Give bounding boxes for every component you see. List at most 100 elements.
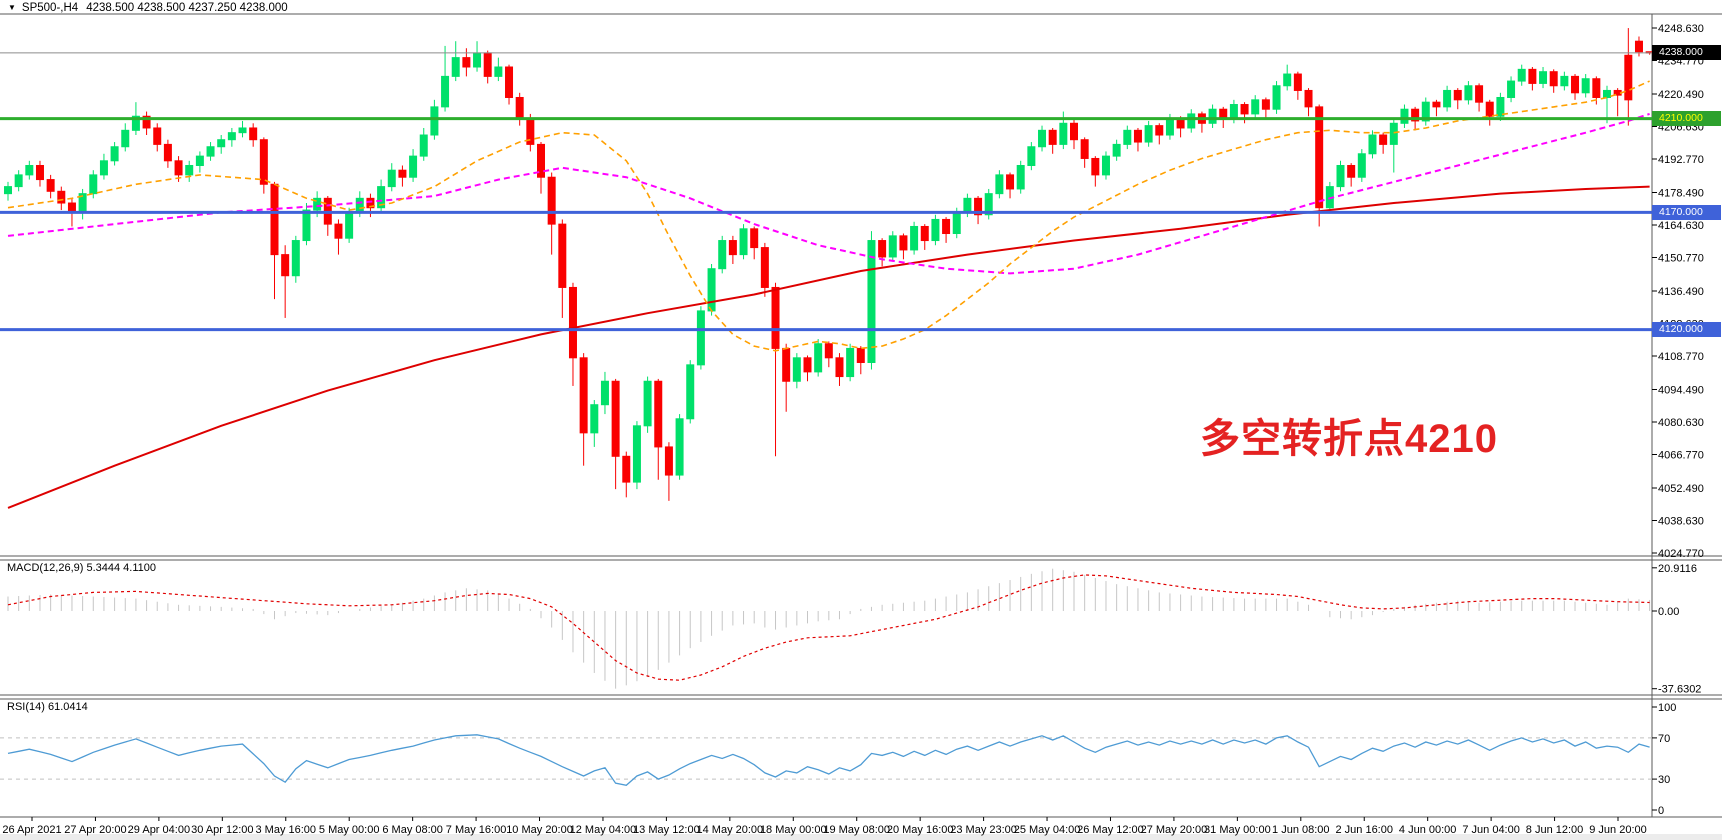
- candle: [174, 160, 183, 176]
- macd-histogram: [7, 568, 1651, 689]
- candle: [494, 66, 503, 77]
- candle: [622, 455, 631, 483]
- candle: [505, 66, 514, 98]
- rsi-tick-label: 70: [1658, 733, 1670, 745]
- candle: [1123, 129, 1132, 145]
- candle: [654, 380, 663, 448]
- candle: [473, 52, 482, 68]
- time-tick-label: 26 May 12:00: [1077, 824, 1144, 836]
- candle: [1571, 75, 1580, 94]
- panel-borders: [0, 13, 1722, 840]
- candle: [814, 343, 823, 373]
- candle: [302, 209, 311, 242]
- time-tick-label: 30 Apr 12:00: [191, 824, 253, 836]
- candle: [1261, 99, 1270, 110]
- candle: [1603, 89, 1611, 98]
- rsi-values: 61.0414: [47, 701, 88, 713]
- candle: [462, 57, 471, 68]
- symbol-ohlc-values: 4238.500 4238.500 4237.250 4238.000: [86, 2, 288, 14]
- time-tick-label: 25 May 04:00: [1014, 824, 1081, 836]
- price-tick-label: 4108.770: [1658, 351, 1704, 363]
- candle: [888, 235, 897, 258]
- rsi-name: RSI(14): [7, 701, 45, 713]
- candle: [1485, 101, 1494, 117]
- candle: [675, 418, 684, 476]
- candle: [35, 164, 44, 181]
- candle: [4, 186, 12, 195]
- candle: [600, 380, 609, 406]
- candle: [1421, 101, 1430, 122]
- candle: [579, 357, 588, 434]
- candle: [25, 164, 34, 176]
- candle: [1293, 73, 1302, 91]
- candle: [1443, 89, 1452, 108]
- candle: [643, 380, 652, 427]
- price-tick-label: 4024.770: [1658, 548, 1704, 560]
- candle: [1517, 68, 1526, 82]
- time-tick-label: 14 May 20:00: [697, 824, 764, 836]
- candle: [1560, 75, 1569, 87]
- candle: [334, 223, 343, 239]
- symbol-name: SP500-,H4: [21, 2, 79, 14]
- candle: [1187, 113, 1196, 129]
- ma-slow-red: [7, 185, 1650, 509]
- price-label-box-blue-level-4120: 4120.000: [1652, 322, 1721, 338]
- candle: [1464, 85, 1473, 101]
- candle: [89, 174, 98, 195]
- candle: [1475, 85, 1484, 103]
- candle: [227, 132, 236, 141]
- time-tick-label: 1 Jun 08:00: [1272, 824, 1330, 836]
- macd-signal-line: [7, 574, 1650, 681]
- time-tick-label: 8 Jun 12:00: [1526, 824, 1584, 836]
- time-tick-label: 31 May 00:00: [1204, 824, 1271, 836]
- candles-group: [4, 28, 1654, 501]
- candle: [99, 160, 108, 176]
- candle: [131, 115, 140, 131]
- price-tick-label: 4220.490: [1658, 89, 1704, 101]
- symbol-dropdown-icon[interactable]: ▼: [8, 3, 16, 12]
- candle: [238, 127, 247, 134]
- rsi-tick-label: 30: [1658, 774, 1670, 786]
- ma-fast-orange: [7, 80, 1650, 352]
- time-tick-label: 27 Apr 20:00: [64, 824, 126, 836]
- candle: [590, 404, 599, 434]
- candle: [366, 197, 375, 209]
- time-tick-label: 26 Apr 2021: [2, 824, 61, 836]
- indicator-axis-labels: 20.9116 0.00 -37.6302 100 70 30 0: [1652, 563, 1701, 817]
- candle: [1112, 143, 1121, 157]
- candle: [483, 52, 492, 77]
- candle: [1528, 68, 1537, 84]
- candle: [281, 254, 290, 277]
- candle: [1389, 122, 1398, 145]
- candle: [878, 240, 887, 258]
- candle: [1070, 122, 1078, 141]
- symbol-info: ▼ SP500-,H4 4238.500 4238.500 4237.250 423…: [8, 2, 288, 14]
- rsi-tick-label: 0: [1658, 805, 1664, 817]
- rsi-tick-label: 100: [1658, 702, 1676, 714]
- candle: [1091, 157, 1100, 176]
- candle: [963, 197, 972, 213]
- candle: [824, 343, 833, 359]
- candle: [1379, 134, 1388, 145]
- candle: [1165, 118, 1174, 136]
- candle: [1283, 73, 1292, 87]
- candle: [1336, 164, 1345, 188]
- candle: [419, 134, 428, 157]
- candle: [1240, 104, 1249, 115]
- candle: [377, 186, 386, 209]
- candle: [515, 96, 524, 120]
- macd-name: MACD(12,26,9): [7, 562, 84, 574]
- time-tick-label: 2 Jun 16:00: [1335, 824, 1393, 836]
- macd-tick-label: -37.6302: [1658, 684, 1701, 696]
- candle: [1592, 78, 1601, 98]
- time-tick-label: 27 May 20:00: [1141, 824, 1208, 836]
- price-tick-label: 4192.770: [1658, 154, 1704, 166]
- price-tick-label: 4080.630: [1658, 417, 1704, 429]
- candle: [430, 106, 439, 136]
- candle: [696, 310, 705, 366]
- candle: [1357, 153, 1366, 178]
- price-tick-label: 4066.770: [1658, 449, 1704, 461]
- candle: [803, 357, 812, 373]
- candle: [1400, 108, 1409, 124]
